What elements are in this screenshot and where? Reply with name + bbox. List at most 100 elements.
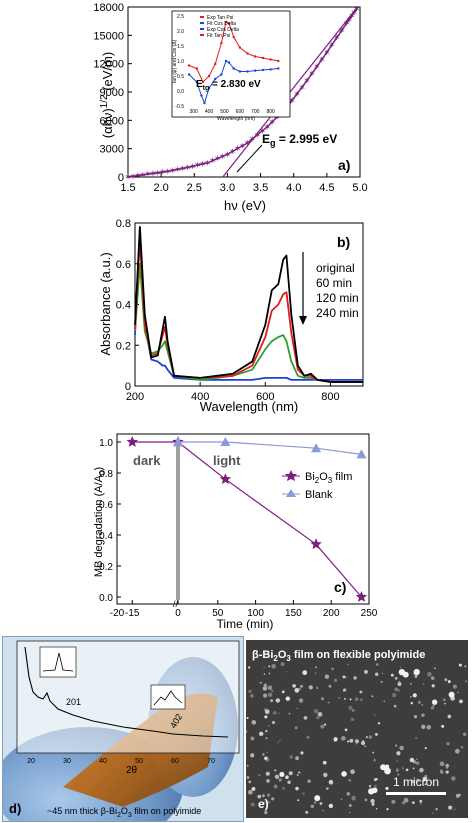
panel-e-grain [390,673,394,677]
panel-e-grain [313,708,319,714]
panel-e-grain [359,690,363,694]
panel-e-grain [248,780,252,784]
panel-e-grain [354,697,359,702]
panel-e-grain [382,672,384,675]
panel-e-grain [251,787,256,791]
panel-e-grain [314,666,317,669]
panel-c-series-line-1 [178,441,362,455]
panel-e-grain [439,769,443,773]
panel-e-grain [370,798,375,804]
panel-d-inset2 [150,684,186,710]
panel-e-grain [346,740,350,743]
panel-c-ytick-label: 1.0 [99,438,113,449]
panel-e-grain [302,792,305,795]
panel-a-marker: ✶ [303,76,311,86]
panel-a-marker: ✶ [253,130,261,140]
panel-a-xtick-label: 3.5 [253,182,268,194]
panel-a-ytick-label: 3000 [100,144,124,156]
panel-e-grain [412,767,415,770]
panel-e-bright-grain [413,668,420,676]
panel-e-grain [432,704,435,707]
panel-e-grain [385,786,389,791]
panel-e-grain [420,802,422,805]
panel-e-grain [426,725,432,730]
panel-c-ylabel: MB degradation (A/A0) [93,467,107,577]
panel-e-grain [396,751,401,756]
panel-e-scale-bar [386,792,446,795]
panel-a-ylabel: (αhν)1/2 (eV/m) [99,52,115,138]
panel-a-marker: ✶ [345,15,353,25]
panel-e-grain [278,778,282,782]
panel-e-grain [296,707,298,710]
panel-e-grain [327,701,330,704]
panel-c-series-line-0 [132,441,362,598]
panel-a-marker: ✶ [144,169,152,179]
panel-b-arrowhead [299,316,307,325]
panel-a-inset-point [220,41,223,45]
panel-a-marker: ✶ [169,165,177,175]
panel-e-grain [347,663,349,666]
panel-e-grain [394,676,398,680]
panel-a-marker: ✶ [343,18,351,28]
panel-d-xrd-trace [24,646,229,738]
panel-c-triangle-point [356,449,367,459]
panel-e-grain [246,716,249,720]
panel-a-inset-point [254,55,257,58]
panel-e-grain [419,767,424,773]
panel-e-grain [265,737,268,740]
panel-e-grain [287,780,291,785]
panel-a-xtick-label: 5.0 [352,182,367,194]
panel-e-grain [285,775,289,779]
panel-e-grain [265,771,270,776]
panel-a-marker: ✶ [263,122,271,132]
panel-e-grain [445,763,450,768]
panel-e-grain [397,689,400,692]
panel-e-grain [295,786,299,791]
panel-a-inset-ytick-label: -0.5 [175,104,184,110]
panel-e-grain [322,809,324,812]
panel-e-letter: e) [258,797,269,811]
panel-e-grain [275,698,281,703]
panel-c-ytick-label: 0.4 [99,531,113,542]
panel-e-grain [416,758,418,760]
panel-d-inset1 [39,646,77,678]
panel-c-triangle-point [220,437,231,446]
panel-a-inset-eg: Etg = 2.830 eV [196,79,261,92]
panel-a-marker: ✶ [298,82,306,92]
panel-e-grain [279,739,281,742]
panel-e-bright-grain [431,699,438,705]
panel-e-grain [331,667,334,671]
panel-a-inset-xtick-label: 400 [205,109,214,115]
panel-b-xtick-label: 800 [321,391,339,403]
panel-a-inset-point [200,94,203,97]
panel-a-marker: ✶ [149,168,157,178]
panel-a-inset-point [187,64,191,67]
panel-e-grain [322,760,327,765]
panel-e-grain [262,801,265,805]
panel-c-star-point [355,591,368,602]
panel-e-grain [246,764,249,767]
panel-e-grain [403,797,409,803]
panel-e-grain [464,665,467,668]
panel-e-grain [288,712,291,715]
panel-a-inset-point [232,35,235,39]
panel-e-grain [323,772,328,778]
panel-e-grain [410,695,412,698]
panel-e-bright-grain [341,771,347,777]
panel-a-inset-point [232,67,235,70]
panel-a-marker: ✶ [124,172,132,182]
panel-a-inset-legend-label: Fit Tan Psi [207,33,230,39]
panel-e-grain [405,768,409,772]
panel-e-grain [257,794,262,799]
panel-c-dark-light-divider [176,440,180,600]
panel-e-grain [409,757,415,763]
panel-e-bright-grain [285,696,291,701]
panel-e-grain [295,756,299,761]
panel-e-grain [310,804,315,809]
panel-c-triangle-point [311,443,322,453]
panel-e-grain [300,751,304,755]
panel-e-grain [421,713,425,717]
panel-e-grain [320,724,325,729]
panel-e-grain [430,706,435,710]
panel-a-inset-ytick-label: 2.5 [177,14,184,20]
